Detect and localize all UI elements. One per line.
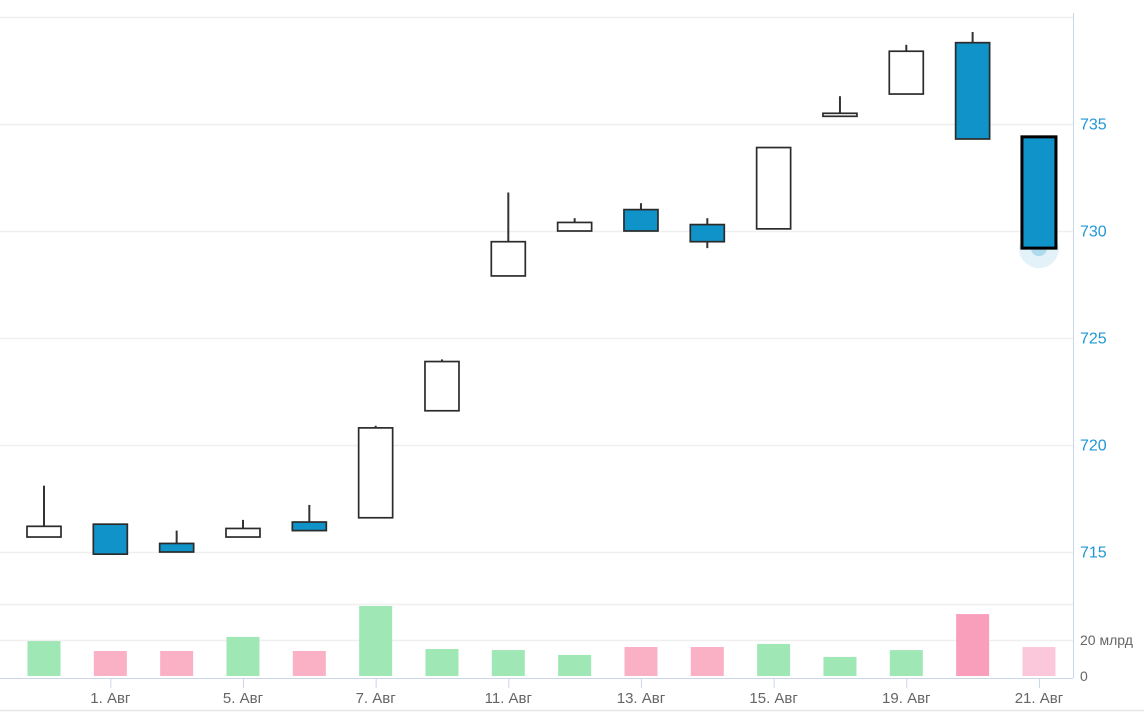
volume-bar[interactable]: [757, 643, 791, 676]
volume-bar[interactable]: [226, 636, 260, 676]
candle-up[interactable]: [755, 146, 792, 230]
x-axis-date-label: 5. Авг: [223, 690, 264, 707]
candle-up[interactable]: [424, 360, 460, 412]
candle-up[interactable]: [822, 112, 858, 118]
candle-up[interactable]: [888, 50, 925, 95]
candle-up[interactable]: [225, 527, 261, 538]
x-axis-date-label: 7. Авг: [356, 690, 397, 707]
candle-down[interactable]: [158, 542, 195, 553]
volume-bar[interactable]: [558, 654, 592, 676]
x-axis-date-label: 19. Авг: [882, 690, 931, 707]
candle-up[interactable]: [490, 240, 527, 277]
candle-up[interactable]: [357, 427, 394, 519]
candle-down[interactable]: [954, 41, 991, 140]
candle-down[interactable]: [623, 208, 659, 232]
candle-down[interactable]: [291, 521, 328, 532]
volume-bar[interactable]: [93, 650, 127, 676]
volume-bar[interactable]: [889, 650, 923, 676]
volume-bar[interactable]: [491, 650, 525, 676]
volume-bar[interactable]: [823, 656, 857, 676]
volume-axis-label: 20 млрд: [1080, 632, 1133, 648]
price-axis-label: 720: [1080, 438, 1107, 455]
volume-axis-label: 0: [1080, 668, 1088, 684]
candle-up[interactable]: [556, 221, 593, 232]
candle-down[interactable]: [689, 223, 726, 243]
x-axis-date-label: 1. Авг: [90, 690, 131, 707]
volume-bar[interactable]: [690, 647, 724, 676]
x-axis-date-label: 21. Авг: [1015, 690, 1064, 707]
candle-down[interactable]: [1020, 135, 1058, 250]
candle-down[interactable]: [92, 523, 129, 555]
price-axis-label: 730: [1080, 224, 1107, 241]
x-axis-date-label: 15. Авг: [749, 690, 798, 707]
price-axis-label: 725: [1080, 331, 1107, 348]
candle-up[interactable]: [26, 525, 62, 538]
volume-bar[interactable]: [292, 650, 326, 676]
volume-bar[interactable]: [359, 605, 393, 676]
x-axis-date-label: 11. Авг: [485, 690, 533, 707]
volume-bar[interactable]: [160, 650, 194, 676]
volume-bar[interactable]: [624, 647, 658, 676]
x-axis-date-label: 13. Авг: [617, 690, 666, 707]
price-axis-label: 735: [1080, 117, 1107, 134]
volume-bar[interactable]: [425, 649, 459, 676]
volume-bar[interactable]: [27, 641, 61, 676]
volume-bar[interactable]: [1022, 647, 1056, 676]
volume-bar[interactable]: [956, 614, 990, 676]
price-axis-label: 715: [1080, 545, 1107, 562]
